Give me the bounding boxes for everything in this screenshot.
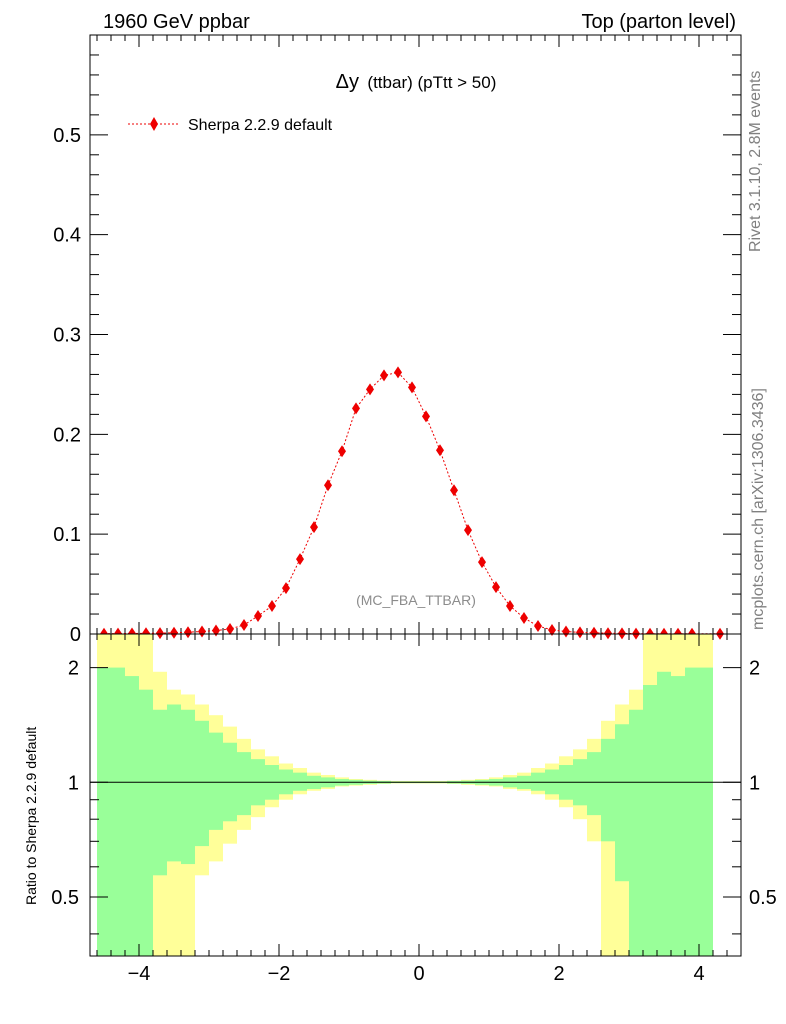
ratio-band-inner-bin [531,772,545,791]
ratio-band-inner-bin [153,709,167,876]
header-left: 1960 GeV ppbar [103,11,250,33]
ratio-panel: −4 −2 0 2 4 0.5 0.5 1 1 2 2 Ratio to Sherpa 2.2.9 … [23,633,777,985]
data-point [268,600,276,613]
data-point [534,620,542,633]
data-point [310,521,318,534]
ratio-band-inner-bin [671,676,685,956]
data-point [282,582,290,595]
x-tick-label: 2 [553,963,564,985]
title-sub: (ttbar) (pTtt > 50) [367,73,496,92]
legend-marker [150,117,158,131]
data-point [366,383,374,396]
data-point [352,402,360,415]
data-point [380,369,388,382]
data-point [226,623,234,636]
main-panel: (MC_FBA_TTBAR) 0 0.1 0.2 0.3 0.4 0.5 Δy (ttba… [53,34,742,646]
data-point [254,610,262,623]
data-point [324,479,332,492]
ratio-band-inner-bin [195,720,209,847]
x-tick-label: −2 [268,963,291,985]
data-point [618,627,626,640]
y-tick-label: 0.5 [53,125,81,147]
ratio-band-inner-bin [657,671,671,956]
y-tick-label: 0.3 [53,325,81,347]
data-point [156,627,164,640]
ratio-band-inner-bin [111,667,125,956]
data-point [604,627,612,640]
watermark: (MC_FBA_TTBAR) [356,592,476,608]
y-tick-label: 0 [70,624,81,646]
data-point [240,619,248,632]
ratio-y-label: Ratio to Sherpa 2.2.9 default [23,727,39,905]
ratio-band-inner-bin [125,676,139,956]
rivet-label: Rivet 3.1.10, 2.8M events [747,71,764,252]
data-point [450,484,458,497]
data-point [478,556,486,569]
data-point [548,624,556,637]
title-main: Δy [336,71,359,93]
data-point [296,553,304,566]
ratio-frame [89,633,742,957]
data-point [170,626,178,639]
ratio-band-inner-bin [615,724,629,882]
data-point [422,410,430,423]
legend-label: Sherpa 2.2.9 default [188,117,333,134]
ratio-y-tick-label-right: 2 [749,658,760,680]
data-point [408,381,416,394]
y-tick-label: 0.2 [53,424,81,446]
header-right: Top (parton level) [581,11,736,33]
ratio-y-tick-label: 1 [68,772,79,794]
ratio-band-inner-bin [293,772,307,791]
data-point [506,600,514,613]
data-point [198,625,206,638]
ratio-band-inner-bin [181,709,195,865]
x-tick-label: −4 [128,963,151,985]
legend: Sherpa 2.2.9 default [128,117,333,134]
ratio-band-inner-bin [209,732,223,830]
plot-title: Δy (ttbar) (pTtt > 50) [336,71,497,93]
data-point [590,626,598,639]
ratio-band-inner-bin [643,685,657,956]
ratio-band-inner-bin [685,667,699,956]
ratio-band-inner-bin [237,752,251,816]
data-point [212,624,220,637]
x-tick-label: 0 [413,963,424,985]
ratio-band-inner-bin [601,738,615,842]
data-point [338,445,346,458]
ratio-band-inner-bin [139,689,153,956]
ratio-y-tick-label-right: 0.5 [749,887,777,909]
ratio-band-inner-bin [629,709,643,956]
ratio-band-inner-bin [167,704,181,862]
ratio-y-tick-label-right: 1 [749,772,760,794]
data-point [520,612,528,625]
mcplots-label: mcplots.cern.ch [arXiv:1306.3436] [750,388,767,630]
ratio-band-inner-bin [97,667,111,956]
y-tick-label: 0.1 [53,524,81,546]
ratio-y-tick-label: 0.5 [51,887,79,909]
ratio-y-tick-label: 2 [68,658,79,680]
data-point [576,626,584,639]
x-tick-label: 4 [693,963,704,985]
data-point [184,626,192,639]
y-tick-label: 0.4 [53,225,81,247]
data-point [394,366,402,379]
data-point [464,524,472,537]
data-point [436,444,444,457]
ratio-band-inner-bin [699,667,713,956]
data-point [562,625,570,638]
data-point [492,581,500,594]
ratio-band-inner-bin [587,752,601,816]
